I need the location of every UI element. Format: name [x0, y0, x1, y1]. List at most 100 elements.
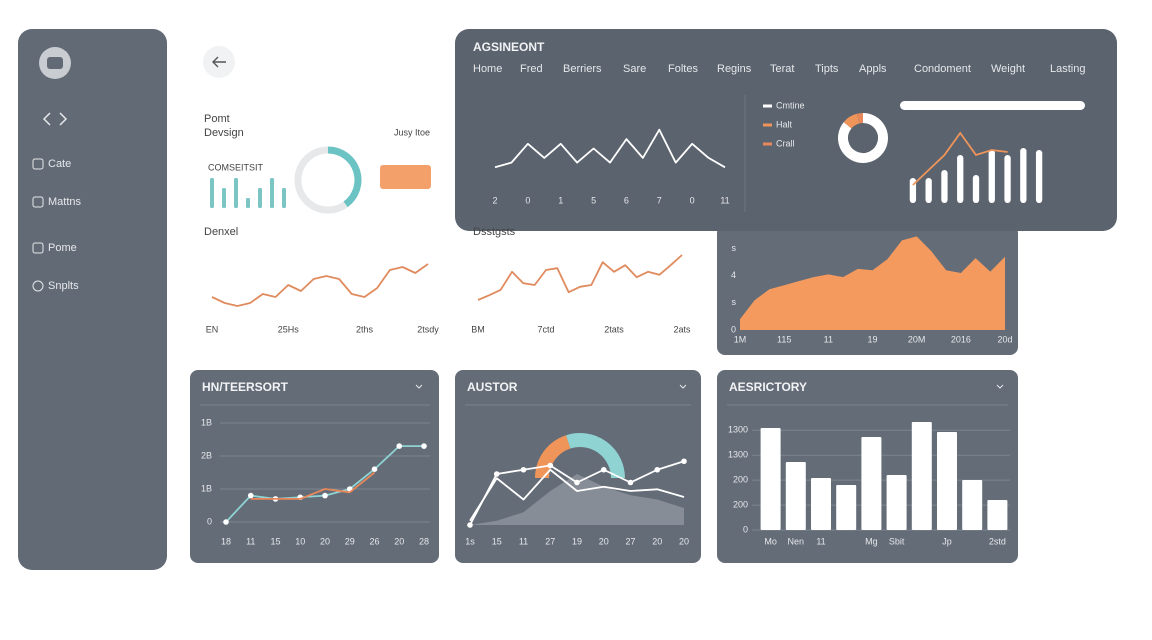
x-tick-label: 25Hs	[278, 324, 300, 334]
panel	[455, 370, 701, 563]
x-tick-label: 0	[525, 195, 530, 205]
x-tick-label: 1s	[465, 536, 475, 546]
nav-item[interactable]: Terat	[770, 63, 794, 75]
nav-item[interactable]: Fred	[520, 63, 543, 75]
panel	[190, 370, 439, 563]
x-tick-label: 28	[419, 536, 429, 546]
x-tick-label: 29	[345, 536, 355, 546]
bar	[270, 178, 274, 208]
x-tick-label: 27	[545, 536, 555, 546]
point	[547, 462, 554, 469]
x-tick-label: 15	[492, 536, 502, 546]
menu-item[interactable]: Snplts	[48, 280, 79, 292]
bar	[760, 427, 781, 530]
x-tick-label: 20	[394, 536, 404, 546]
y-tick-label: 4	[731, 270, 736, 280]
x-tick-label: 2tats	[604, 324, 624, 334]
bar	[1035, 150, 1043, 203]
legend-label: Halt	[776, 119, 793, 129]
chevron[interactable]	[996, 384, 1004, 389]
chevron[interactable]	[679, 384, 687, 389]
x-tick-label: 20	[652, 536, 662, 546]
point	[247, 492, 254, 499]
nav-item[interactable]: Berriers	[563, 63, 602, 75]
x-tick-label: 11	[246, 536, 255, 546]
bar	[836, 484, 857, 530]
bar	[937, 431, 957, 530]
chart-title: AUSTOR	[467, 380, 518, 394]
y-tick-label: 1300	[728, 450, 748, 460]
y-tick-label: 0	[731, 324, 736, 334]
bar	[941, 170, 948, 203]
sidebar-menu: Cate Mattns Pome Snplts	[32, 158, 82, 292]
page-title: Pomt	[204, 113, 230, 125]
chart-title: HN/TEERSORT	[202, 380, 289, 394]
nav-item[interactable]: Regins	[717, 63, 752, 75]
x-tick-label: 2	[492, 195, 497, 205]
nav-item[interactable]: Weight	[991, 63, 1025, 75]
menu-item[interactable]: Cate	[48, 158, 71, 170]
x-tick-label: 20	[679, 536, 689, 546]
progress-bar	[900, 101, 1085, 110]
bar	[911, 422, 932, 530]
legend-label: Cmtine	[776, 100, 805, 110]
point	[322, 492, 328, 499]
chart-title: AESRICTORY	[729, 380, 807, 394]
nav-item[interactable]: Lasting	[1050, 63, 1085, 75]
x-tick-label: 19	[572, 536, 582, 546]
logo-icon	[47, 57, 63, 69]
x-tick-label: 11	[519, 536, 528, 546]
bar	[785, 462, 806, 530]
chart-title: COMSEITSIT	[208, 162, 264, 172]
nav-item[interactable]: Tipts	[815, 63, 839, 75]
bar	[925, 178, 932, 203]
bar	[1004, 155, 1011, 203]
gauge-value	[327, 146, 362, 208]
y-tick-label: s	[732, 243, 737, 253]
chart-title: Denxel	[204, 226, 238, 238]
point	[396, 443, 403, 449]
area	[470, 474, 684, 525]
x-tick-label: 20	[320, 536, 330, 546]
x-tick-label: 20	[599, 536, 609, 546]
x-tick-label: 0	[690, 195, 695, 205]
nav-item[interactable]: Foltes	[668, 63, 698, 75]
x-tick-label: 7	[657, 195, 662, 205]
gauge-segment	[566, 433, 625, 479]
x-tick-label: Jp	[942, 536, 952, 546]
y-tick-label: 1B	[201, 417, 212, 427]
donut-segment	[856, 113, 864, 124]
line	[250, 471, 376, 500]
info-badge	[380, 165, 431, 189]
bar	[258, 188, 262, 208]
y-tick-label: 1300	[728, 425, 748, 435]
bar	[246, 198, 250, 208]
header-panel	[455, 29, 1117, 231]
y-tick-label: s	[732, 297, 737, 307]
bar	[988, 150, 995, 203]
x-tick-label: 115	[777, 334, 791, 344]
chevron[interactable]	[415, 384, 423, 389]
x-tick-label: 2tsdy	[417, 324, 439, 334]
point	[600, 466, 607, 473]
point	[467, 522, 473, 528]
y-tick-label: 1B	[201, 483, 212, 493]
nav-item[interactable]: Home	[473, 63, 502, 75]
nav-item[interactable]: Condoment	[914, 63, 971, 75]
gauge-segment	[535, 435, 571, 479]
sidebar	[18, 29, 167, 570]
nav-item[interactable]: Appls	[859, 63, 887, 75]
menu-item[interactable]: Pome	[48, 242, 77, 254]
nav-item[interactable]: Sare	[623, 63, 646, 75]
bar	[987, 500, 1008, 530]
header-title: AGSINEONT	[473, 40, 545, 54]
bar	[957, 155, 964, 203]
x-tick-label: BM	[471, 324, 485, 334]
line	[494, 128, 726, 169]
nav-icon	[42, 112, 68, 126]
menu-icon	[32, 196, 44, 208]
menu-item[interactable]: Mattns	[48, 196, 82, 208]
x-tick-label: 20d	[997, 334, 1012, 344]
line	[469, 468, 685, 522]
